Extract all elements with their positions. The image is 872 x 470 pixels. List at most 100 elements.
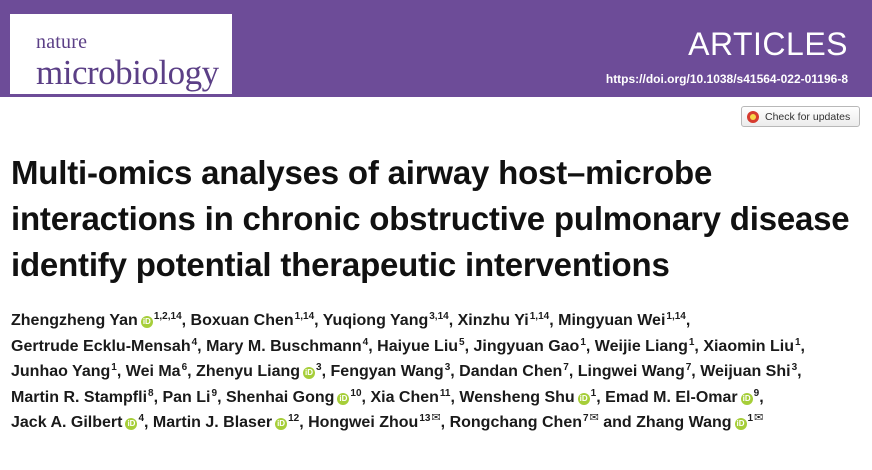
- author-name[interactable]: Xinzhu Yi: [457, 312, 529, 329]
- author-name[interactable]: Haiyue Liu: [377, 337, 459, 355]
- journal-logo[interactable]: nature microbiology: [10, 14, 232, 94]
- author-name[interactable]: Mingyuan Wei: [558, 312, 666, 329]
- author-affiliation: 1,14: [529, 311, 550, 322]
- orcid-icon[interactable]: iD: [577, 392, 590, 405]
- check-for-updates-button[interactable]: Check for updates: [741, 106, 860, 127]
- author-name[interactable]: Shenhai Gong: [225, 388, 335, 406]
- author-name[interactable]: Zhenyu Liang: [196, 363, 301, 380]
- author-name[interactable]: Zhang Wang: [636, 414, 732, 431]
- author-affiliation: 10: [350, 387, 362, 399]
- author-entry: Shenhai Gong iD 10,: [225, 387, 366, 406]
- author-name[interactable]: Lingwei Wang: [577, 363, 685, 380]
- author-entry: Pan Li9,: [162, 387, 222, 406]
- author-entry: Rongchang Chen7✉: [449, 412, 599, 431]
- email-icon[interactable]: ✉: [754, 412, 764, 424]
- author-affiliation: 4: [362, 336, 369, 348]
- author-affiliation: 3: [316, 362, 322, 373]
- author-entry: Martin R. Stampfli8,: [11, 387, 159, 406]
- author-entry: Zhang Wang iD 1✉: [636, 412, 764, 431]
- author-affiliation: 1: [590, 387, 597, 399]
- orcid-icon[interactable]: iD: [303, 367, 316, 379]
- author-name[interactable]: Jingyuan Gao: [473, 337, 580, 355]
- doi-link[interactable]: https://doi.org/10.1038/s41564-022-01196…: [605, 72, 848, 86]
- author-name[interactable]: Weijie Liang: [594, 337, 688, 355]
- author-affiliation: 1,2,14: [153, 311, 182, 322]
- author-entry: Wensheng Shu iD 1,: [459, 387, 601, 406]
- crossmark-icon: [747, 110, 759, 123]
- author-affiliation: 8: [148, 387, 154, 399]
- author-affiliation: 4: [191, 336, 198, 348]
- author-entry: Boxuan Chen1,14,: [190, 311, 319, 329]
- author-entry: Junhao Yang1,: [11, 362, 122, 380]
- author-entry: Zhenyu Liang iD 3,: [196, 362, 327, 380]
- author-name[interactable]: Zhengzheng Yan: [11, 312, 138, 329]
- author-name[interactable]: Pan Li: [162, 388, 211, 406]
- author-affiliation: 13: [419, 413, 431, 424]
- author-entry: Jack A. Gilbert iD 4,: [11, 413, 149, 431]
- author-entry: Yuqiong Yang3,14,: [322, 311, 454, 329]
- orcid-icon[interactable]: iD: [337, 392, 350, 405]
- author-affiliation: 1: [794, 336, 801, 348]
- author-entry: Xia Chen11,: [370, 387, 455, 406]
- author-affiliation: 3,14: [429, 311, 449, 322]
- author-affiliation: 5: [459, 336, 465, 348]
- author-name[interactable]: Fengyan Wang: [330, 363, 444, 380]
- author-affiliation: 1: [580, 336, 586, 348]
- email-icon[interactable]: ✉: [431, 412, 441, 424]
- author-name[interactable]: Yuqiong Yang: [322, 312, 429, 329]
- email-icon[interactable]: ✉: [589, 412, 599, 424]
- author-affiliation: 3: [444, 362, 451, 373]
- author-name[interactable]: Xiaomin Liu: [703, 337, 794, 355]
- author-name[interactable]: Gertrude Ecklu-Mensah: [11, 337, 191, 355]
- author-affiliation: 6: [181, 362, 188, 373]
- author-name[interactable]: Hongwei Zhou: [308, 414, 419, 431]
- author-affiliation: 1: [111, 362, 117, 373]
- author-name[interactable]: Weijuan Shi: [700, 363, 791, 380]
- orcid-icon[interactable]: iD: [740, 392, 753, 405]
- author-list: Zhengzheng Yan iD 1,2,14, Boxuan Chen1,14,…: [11, 309, 863, 437]
- author-affiliation: 7: [583, 413, 589, 424]
- author-entry: Mingyuan Wei1,14,: [558, 311, 691, 329]
- author-affiliation: 12: [288, 413, 300, 424]
- author-name[interactable]: Martin J. Blaser: [152, 414, 273, 431]
- author-entry: Hongwei Zhou13✉,: [308, 412, 446, 431]
- author-entry: Gertrude Ecklu-Mensah4,: [11, 336, 202, 355]
- orcid-icon[interactable]: iD: [275, 418, 288, 430]
- journal-header-band: nature microbiology ARTICLES https://doi…: [0, 0, 872, 97]
- check-for-updates-label: Check for updates: [765, 110, 851, 123]
- author-name[interactable]: Dandan Chen: [459, 363, 563, 380]
- author-affiliation: 1: [688, 336, 695, 348]
- author-affiliation: 1,14: [294, 311, 315, 322]
- author-affiliation: 9: [753, 387, 760, 399]
- author-name[interactable]: Wei Ma: [125, 363, 181, 380]
- author-conjunction: and: [603, 414, 632, 431]
- author-name[interactable]: Emad M. El-Omar: [605, 388, 738, 406]
- author-name[interactable]: Rongchang Chen: [449, 414, 582, 431]
- author-name[interactable]: Jack A. Gilbert: [11, 414, 123, 431]
- orcid-icon[interactable]: iD: [140, 316, 153, 328]
- author-affiliation: 1,14: [666, 311, 686, 322]
- author-affiliation: 4: [138, 413, 145, 424]
- author-entry: Weijie Liang1,: [594, 336, 699, 355]
- author-name[interactable]: Mary M. Buschmann: [206, 337, 362, 355]
- author-entry: Jingyuan Gao1,: [473, 336, 591, 355]
- journal-logo-line2: microbiology: [36, 53, 219, 92]
- author-affiliation: 1: [747, 413, 754, 424]
- author-name[interactable]: Junhao Yang: [11, 363, 111, 380]
- author-affiliation: 7: [685, 362, 692, 373]
- author-entry: Xiaomin Liu1,: [703, 336, 805, 355]
- author-entry: Fengyan Wang3,: [330, 362, 455, 380]
- author-entry: Weijuan Shi3,: [700, 362, 802, 380]
- orcid-icon[interactable]: iD: [125, 418, 138, 430]
- author-entry: Mary M. Buschmann4,: [206, 336, 373, 355]
- author-name[interactable]: Boxuan Chen: [190, 312, 294, 329]
- author-affiliation: 11: [439, 387, 451, 399]
- author-entry: Haiyue Liu5,: [377, 336, 470, 355]
- author-entry: Martin J. Blaser iD 12,: [152, 413, 304, 431]
- journal-logo-line1: nature: [36, 31, 88, 53]
- author-affiliation: 7: [563, 362, 569, 373]
- author-name[interactable]: Xia Chen: [370, 388, 439, 406]
- author-name[interactable]: Wensheng Shu: [459, 388, 575, 406]
- author-name[interactable]: Martin R. Stampfli: [11, 388, 148, 406]
- orcid-icon[interactable]: iD: [734, 418, 747, 430]
